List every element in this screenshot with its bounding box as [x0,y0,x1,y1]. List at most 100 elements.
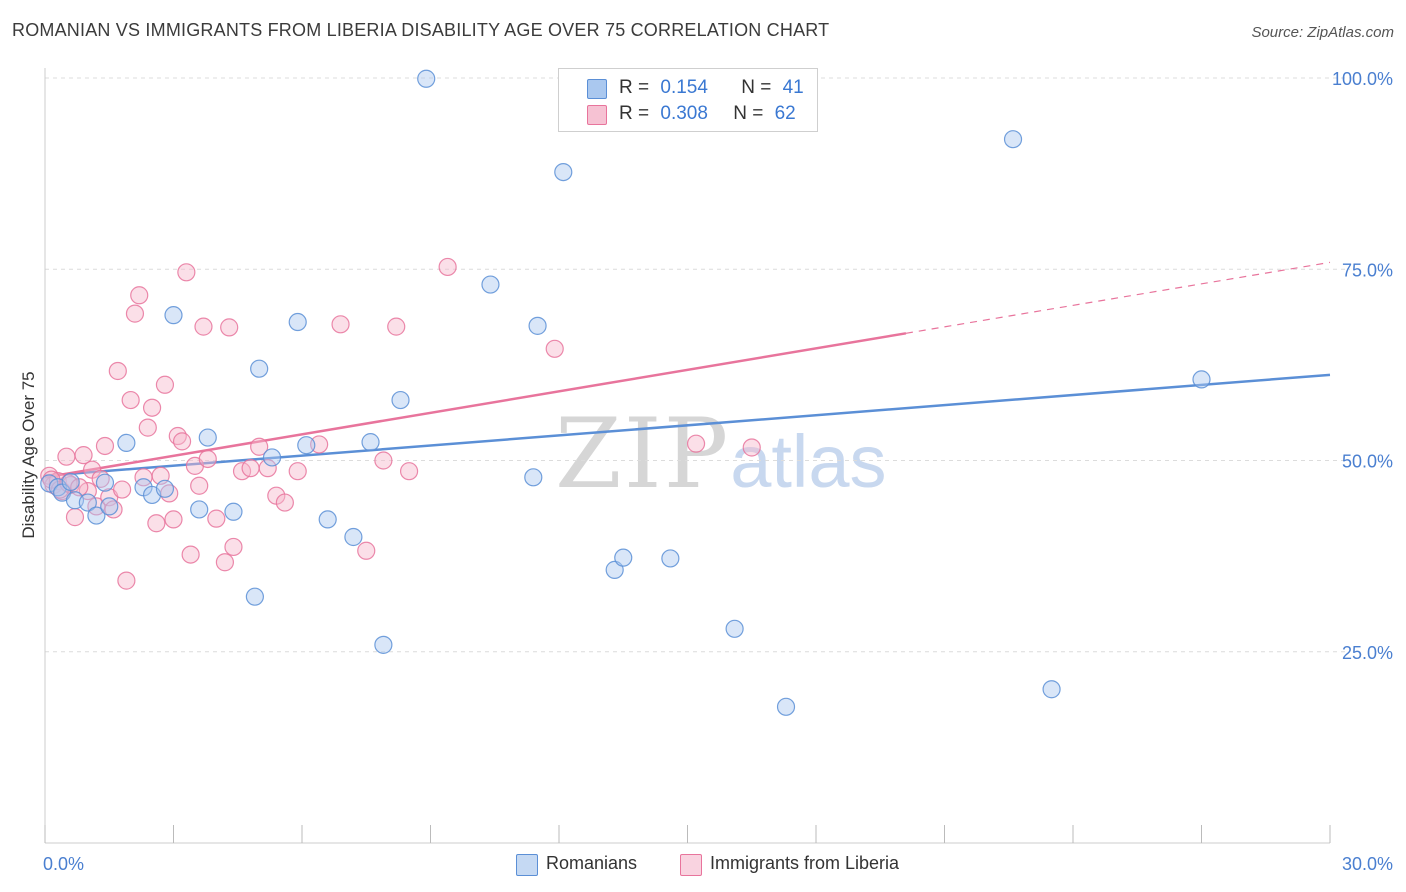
source-label: Source: ZipAtlas.com [1251,24,1394,41]
point-romanians [297,436,316,455]
trend-lines [44,261,1331,479]
point-romanians [78,493,97,512]
y-tick-label: 75.0% [1342,260,1393,280]
n-label: N = [741,77,772,98]
point-romanians [318,510,337,529]
point-romanians [554,162,573,182]
point-liberia [357,541,376,560]
tick-labels: 25.0% 50.0% 75.0% 100.0% 0.0% 30.0% [43,69,1393,874]
point-liberia [438,257,457,277]
point-romanians [1042,680,1061,699]
legend-swatch-pink [587,105,607,125]
point-liberia [387,317,406,336]
point-romanians [391,390,410,410]
point-liberia [65,508,85,527]
y-tick-label: 50.0% [1342,452,1393,472]
point-liberia [190,476,209,495]
stats-legend: R = 0.154 N = 41 R = 0.308 N = 62 [558,68,818,132]
point-romanians [344,527,363,547]
y-tick-label: 100.0% [1332,69,1393,89]
watermark: ZIPatlas [555,398,887,510]
point-liberia [198,449,217,469]
point-liberia [87,497,106,516]
r-value-romanians: 0.154 [660,77,708,98]
point-romanians [1192,370,1211,389]
legend-label-romanians: Romanians [546,853,638,873]
trend-line-1 [44,332,907,479]
point-liberia [215,553,234,572]
r-value-liberia: 0.308 [660,103,708,124]
legend-label-liberia: Immigrants from Liberia [710,853,900,873]
legend-swatch-blue [587,79,607,99]
point-liberia [207,509,226,528]
watermark-zip: ZIP [555,398,731,510]
point-romanians [288,312,307,332]
point-liberia [130,286,149,305]
point-romanians [117,433,136,453]
point-liberia [164,510,183,529]
point-romanians [374,635,393,654]
point-liberia [108,361,127,381]
legend-swatch-liberia [680,854,702,876]
point-romanians [250,359,269,378]
watermark-atlas: atlas [730,420,887,503]
y-tick-label: 25.0% [1342,643,1393,663]
point-romanians [417,69,436,88]
point-liberia [142,398,162,417]
legend-text-romanians: R = 0.154 N = 41 [619,77,804,99]
point-romanians [361,433,380,452]
point-liberia [74,446,93,465]
legend-text-liberia: R = 0.308 N = 62 [619,103,796,125]
point-romanians [661,549,680,568]
point-liberia [155,375,175,394]
n-value-liberia: 62 [774,103,796,124]
point-liberia [250,437,269,456]
point-liberia [172,432,192,451]
point-romanians [40,474,59,493]
point-liberia [117,571,136,590]
point-romanians [164,306,183,325]
x-tick-label: 30.0% [1342,854,1393,874]
series-legend: Romanians Immigrants from Liberia [0,852,1406,878]
point-romanians [95,473,115,492]
point-romanians [190,500,209,519]
point-romanians [245,587,264,606]
point-liberia [224,537,243,557]
point-liberia [310,435,329,454]
point-romanians [725,619,744,638]
point-liberia [112,480,132,499]
point-liberia [95,436,115,456]
point-liberia [121,390,140,410]
chart-title: ROMANIAN VS IMMIGRANTS FROM LIBERIA DISA… [12,20,830,40]
point-liberia [220,318,239,337]
point-liberia [258,459,277,478]
point-liberia [181,545,200,564]
point-liberia [742,438,761,457]
point-romanians [100,497,119,516]
point-liberia [374,451,393,470]
legend-swatch-romanians [516,854,538,876]
point-romanians [614,548,633,567]
point-romanians [262,448,282,467]
point-liberia [177,263,196,282]
point-liberia [241,459,260,478]
point-liberia [331,315,350,334]
point-liberia [545,339,564,358]
n-label: N = [733,103,764,124]
y-axis-label: Disability Age Over 75 [19,371,38,538]
r-label: R = [619,77,650,98]
axes [44,68,1331,844]
point-liberia [288,462,307,481]
point-romanians [1003,130,1023,149]
point-liberia [194,317,213,336]
data-points [40,68,1211,716]
point-liberia [399,462,419,481]
point-liberia [125,304,145,323]
point-romanians [776,697,796,716]
grid [45,77,1350,653]
r-label: R = [619,103,650,124]
point-liberia [138,418,157,437]
point-romanians [87,506,106,525]
point-liberia [275,493,294,512]
